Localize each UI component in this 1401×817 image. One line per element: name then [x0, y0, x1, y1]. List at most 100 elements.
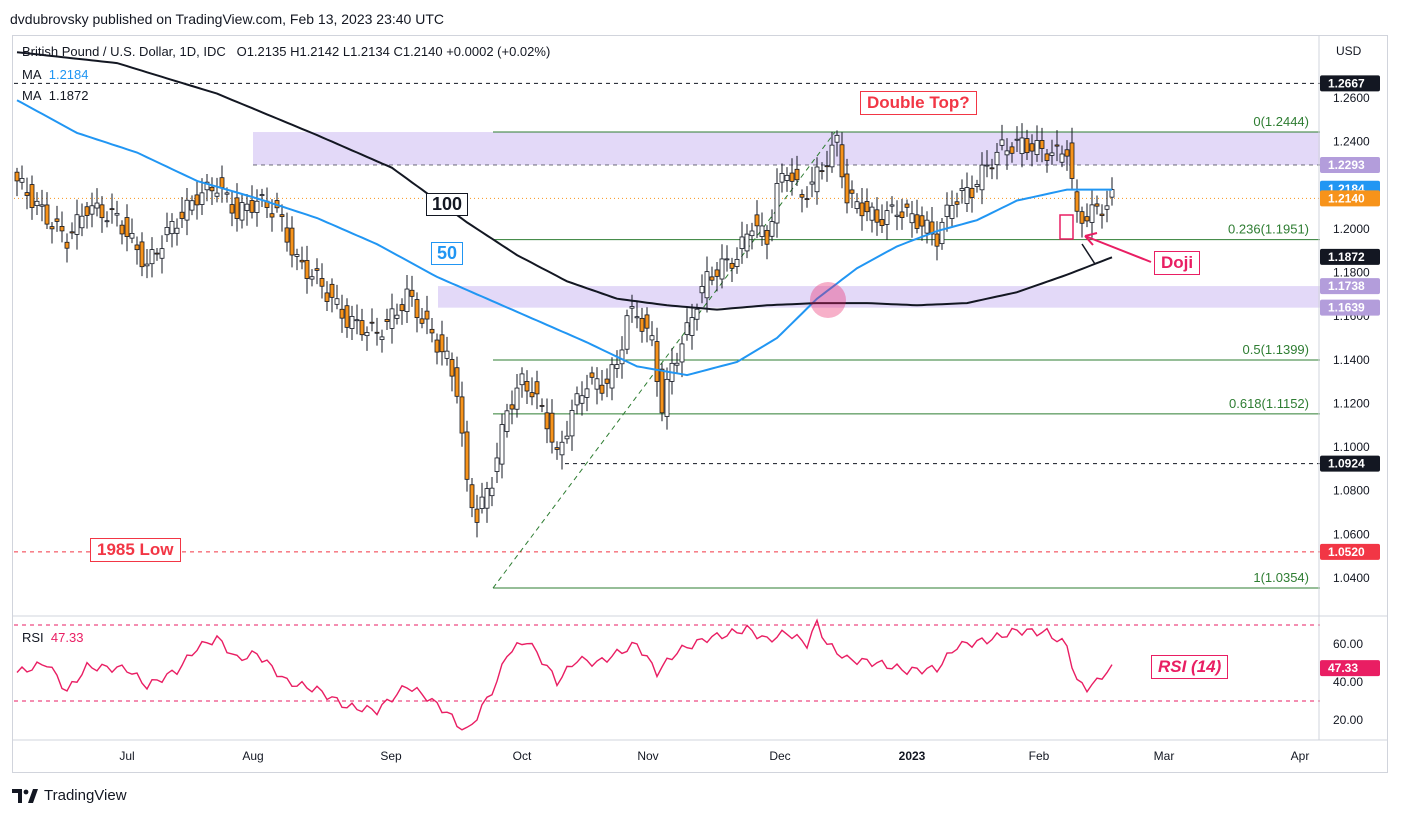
candle [269, 199, 275, 232]
ma50-tag: 50 [431, 242, 464, 265]
candle [159, 235, 165, 274]
legend-rsi[interactable]: RSI 47.33 [22, 630, 83, 645]
candle [554, 441, 560, 460]
candle [994, 143, 1000, 180]
candle [349, 305, 355, 340]
candle [184, 187, 190, 236]
candle [1084, 203, 1090, 228]
candle [119, 220, 125, 245]
candle [979, 152, 985, 205]
legend-symbol: British Pound / U.S. Dollar, 1D, IDC [22, 44, 226, 59]
x-tick: Dec [769, 749, 790, 763]
candle [179, 197, 185, 228]
price-tag-bg [1320, 299, 1380, 316]
candle [849, 180, 855, 208]
crossover-circle [810, 282, 846, 318]
candle [679, 336, 685, 378]
candle [844, 158, 850, 214]
price-tag-bg [1320, 278, 1380, 295]
candle [419, 307, 425, 329]
legend-rsi-value: 47.33 [50, 630, 84, 645]
candle [104, 211, 110, 228]
candle [604, 368, 610, 398]
legend-ohlc: O1.2135 H1.2142 L1.2134 C1.2140 +0.0002 … [236, 44, 551, 59]
candle [529, 377, 535, 406]
zone-1 [438, 286, 1320, 308]
y-tick: 1.1200 [1333, 396, 1370, 410]
candle [324, 281, 330, 312]
candle [524, 370, 530, 405]
legend-ma100[interactable]: MA 1.1872 [22, 88, 89, 103]
chart-frame[interactable] [12, 35, 1388, 773]
candle [389, 293, 395, 344]
candle [44, 192, 50, 230]
candle [949, 190, 955, 227]
candle [859, 188, 865, 231]
candle [909, 201, 915, 238]
rsi-tag: 47.33 [1328, 661, 1358, 675]
candle [124, 204, 130, 252]
x-tick: Nov [637, 749, 658, 763]
candle [1009, 142, 1015, 163]
candle [719, 244, 725, 289]
price-tag-bg [1320, 455, 1380, 472]
candle [129, 218, 135, 244]
tradingview-logo[interactable]: TradingView [12, 787, 127, 804]
candle [384, 308, 390, 330]
x-tick: Aug [242, 749, 263, 763]
candle [399, 298, 405, 325]
candle [404, 275, 410, 323]
candle [919, 206, 925, 241]
candle [969, 175, 975, 213]
candle [39, 189, 45, 222]
rsi-tag-bg [1320, 660, 1380, 677]
candle [864, 188, 870, 222]
candle [794, 155, 800, 186]
candle [174, 218, 180, 246]
publisher-line: dvdubrovsky published on TradingView.com… [10, 11, 444, 27]
legend-ma50[interactable]: MA 1.2184 [22, 67, 89, 82]
candle [579, 381, 585, 416]
legend-rsi-label: RSI [22, 630, 44, 645]
candle [514, 373, 520, 418]
candle [394, 303, 400, 325]
price-tag-bg [1320, 190, 1380, 207]
axes-layer: USD 1.0400 1.0600 1.0800 1.1000 1.1200 1.1400 1… [13, 36, 1387, 763]
candle [544, 398, 550, 444]
candle [29, 175, 35, 220]
candle [439, 320, 445, 366]
candle [339, 294, 345, 333]
candle [149, 237, 155, 278]
candle [734, 247, 740, 274]
candle [954, 192, 960, 218]
candle [584, 374, 590, 412]
candle [894, 200, 900, 231]
candle [549, 399, 555, 454]
candle [804, 186, 810, 208]
y-tick: 1.2000 [1333, 222, 1370, 236]
candle [1039, 127, 1045, 163]
x-tick: Oct [513, 749, 532, 763]
candle [1014, 126, 1020, 152]
candle [134, 236, 140, 265]
candle [494, 442, 500, 483]
candle [109, 193, 115, 224]
x-tick: Mar [1154, 749, 1175, 763]
candle [14, 167, 20, 197]
candle [449, 352, 455, 392]
candle [829, 131, 835, 173]
candle [504, 403, 510, 438]
candle [249, 185, 255, 219]
candle [239, 194, 245, 229]
candle [879, 204, 885, 233]
candle [884, 201, 890, 240]
rsi-y-tick: 40.00 [1333, 675, 1363, 689]
price-tag-bg [1320, 543, 1380, 560]
annotation-layer [810, 214, 1152, 318]
fib-label-0.236: 0.236(1.1951) [1228, 222, 1309, 237]
candle [284, 212, 290, 252]
candle [234, 183, 240, 232]
candle [1099, 204, 1105, 229]
candle [54, 205, 60, 232]
